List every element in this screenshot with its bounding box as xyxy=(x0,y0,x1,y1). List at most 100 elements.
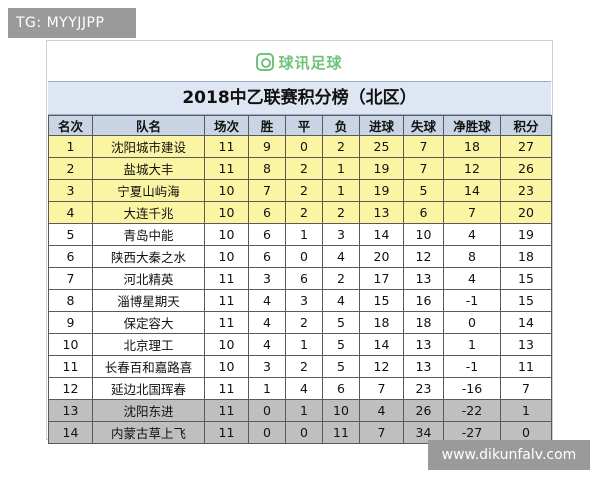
cell-losses: 2 xyxy=(322,267,360,290)
cell-points: 14 xyxy=(500,311,552,334)
cell-played: 11 xyxy=(204,157,249,180)
cell-goals-for: 7 xyxy=(359,377,404,400)
table-row: 1 沈阳城市建设 11 9 0 2 25 7 18 27 xyxy=(48,135,552,158)
cell-draws: 2 xyxy=(285,201,323,224)
chat-bubble-icon xyxy=(256,53,275,71)
cell-goals-for: 4 xyxy=(359,399,404,422)
cell-losses: 5 xyxy=(322,311,360,334)
cell-draws: 0 xyxy=(285,421,323,444)
cell-losses: 6 xyxy=(322,377,360,400)
cell-goals-against: 16 xyxy=(403,289,444,312)
cell-points: 0 xyxy=(500,421,552,444)
cell-goal-diff: -27 xyxy=(443,421,501,444)
cell-draws: 1 xyxy=(285,333,323,356)
cell-rank: 7 xyxy=(48,267,93,290)
table-row: 12 延边北国珲春 11 1 4 6 7 23 -16 7 xyxy=(48,377,552,400)
table-row: 13 沈阳东进 11 0 1 10 4 26 -22 1 xyxy=(48,399,552,422)
cell-goals-against: 26 xyxy=(403,399,444,422)
cell-played: 11 xyxy=(204,311,249,334)
cell-goals-against: 13 xyxy=(403,333,444,356)
cell-points: 19 xyxy=(500,223,552,246)
cell-draws: 2 xyxy=(285,179,323,202)
header-goal-diff: 净胜球 xyxy=(443,115,501,136)
cell-wins: 6 xyxy=(248,223,286,246)
cell-played: 10 xyxy=(204,201,249,224)
cell-goals-against: 6 xyxy=(403,201,444,224)
cell-team: 延边北国珲春 xyxy=(92,377,205,400)
cell-team: 青岛中能 xyxy=(92,223,205,246)
cell-rank: 14 xyxy=(48,421,93,444)
brand-logo: 球讯足球 xyxy=(47,47,552,77)
cell-losses: 4 xyxy=(322,245,360,268)
cell-draws: 6 xyxy=(285,267,323,290)
cell-wins: 6 xyxy=(248,201,286,224)
cell-goals-for: 14 xyxy=(359,333,404,356)
cell-rank: 13 xyxy=(48,399,93,422)
cell-goals-against: 10 xyxy=(403,223,444,246)
table-row: 3 宁夏山屿海 10 7 2 1 19 5 14 23 xyxy=(48,179,552,202)
table-row: 8 淄博星期天 11 4 3 4 15 16 -1 15 xyxy=(48,289,552,312)
cell-points: 1 xyxy=(500,399,552,422)
cell-played: 10 xyxy=(204,333,249,356)
cell-draws: 0 xyxy=(285,245,323,268)
table-row: 4 大连千兆 10 6 2 2 13 6 7 20 xyxy=(48,201,552,224)
cell-losses: 5 xyxy=(322,355,360,378)
cell-points: 27 xyxy=(500,135,552,158)
header-team: 队名 xyxy=(92,115,205,136)
cell-goals-for: 13 xyxy=(359,201,404,224)
cell-points: 7 xyxy=(500,377,552,400)
header-losses: 负 xyxy=(322,115,360,136)
cell-losses: 5 xyxy=(322,333,360,356)
cell-goals-against: 34 xyxy=(403,421,444,444)
cell-wins: 0 xyxy=(248,399,286,422)
cell-team: 沈阳东进 xyxy=(92,399,205,422)
table-row: 2 盐城大丰 11 8 2 1 19 7 12 26 xyxy=(48,157,552,180)
header-played: 场次 xyxy=(204,115,249,136)
cell-points: 13 xyxy=(500,333,552,356)
cell-goal-diff: 14 xyxy=(443,179,501,202)
cell-goals-against: 18 xyxy=(403,311,444,334)
cell-points: 23 xyxy=(500,179,552,202)
table-row: 6 陕西大秦之水 10 6 0 4 20 12 8 18 xyxy=(48,245,552,268)
cell-team: 淄博星期天 xyxy=(92,289,205,312)
table-row: 7 河北精英 11 3 6 2 17 13 4 15 xyxy=(48,267,552,290)
cell-wins: 4 xyxy=(248,311,286,334)
cell-wins: 4 xyxy=(248,333,286,356)
cell-wins: 1 xyxy=(248,377,286,400)
cell-draws: 2 xyxy=(285,355,323,378)
cell-rank: 3 xyxy=(48,179,93,202)
cell-played: 11 xyxy=(204,421,249,444)
cell-goals-for: 20 xyxy=(359,245,404,268)
header-goals-for: 进球 xyxy=(359,115,404,136)
cell-goal-diff: 12 xyxy=(443,157,501,180)
cell-rank: 10 xyxy=(48,333,93,356)
cell-rank: 5 xyxy=(48,223,93,246)
cell-played: 10 xyxy=(204,223,249,246)
cell-points: 26 xyxy=(500,157,552,180)
cell-played: 10 xyxy=(204,355,249,378)
cell-team: 大连千兆 xyxy=(92,201,205,224)
cell-goals-against: 13 xyxy=(403,355,444,378)
cell-goals-against: 5 xyxy=(403,179,444,202)
cell-played: 11 xyxy=(204,267,249,290)
table-row: 11 长春百和嘉路喜 10 3 2 5 12 13 -1 11 xyxy=(48,355,552,378)
cell-team: 沈阳城市建设 xyxy=(92,135,205,158)
cell-goal-diff: 4 xyxy=(443,267,501,290)
cell-wins: 3 xyxy=(248,355,286,378)
table-row: 14 内蒙古草上飞 11 0 0 11 7 34 -27 0 xyxy=(48,421,552,444)
cell-wins: 7 xyxy=(248,179,286,202)
cell-goals-against: 7 xyxy=(403,157,444,180)
cell-goals-for: 12 xyxy=(359,355,404,378)
cell-goals-for: 7 xyxy=(359,421,404,444)
cell-losses: 1 xyxy=(322,179,360,202)
cell-played: 11 xyxy=(204,135,249,158)
cell-team: 保定容大 xyxy=(92,311,205,334)
cell-rank: 4 xyxy=(48,201,93,224)
standings-card: 球讯足球 2018中乙联赛积分榜（北区） 名次 队名 场次 胜 平 负 进球 失… xyxy=(46,40,553,444)
cell-goals-against: 7 xyxy=(403,135,444,158)
watermark-url: www.dikunfalv.com xyxy=(428,440,590,470)
cell-losses: 2 xyxy=(322,135,360,158)
cell-points: 18 xyxy=(500,245,552,268)
cell-draws: 2 xyxy=(285,311,323,334)
cell-losses: 1 xyxy=(322,157,360,180)
